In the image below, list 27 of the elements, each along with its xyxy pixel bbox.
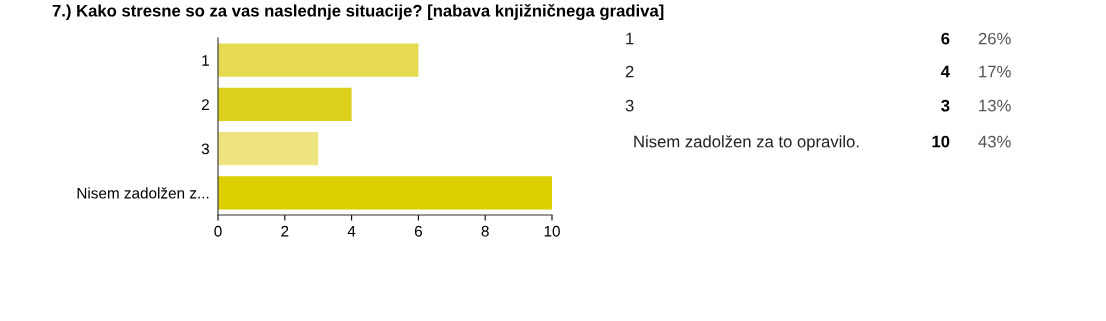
bar	[218, 43, 419, 77]
bar	[218, 132, 319, 166]
category-label: 3	[625, 99, 634, 112]
x-tick-label: 4	[347, 225, 356, 237]
y-tick-label: 3	[201, 143, 209, 155]
data-label: 13%	[979, 99, 1011, 112]
x-tick-label: 10	[544, 225, 560, 237]
data-label: 26%	[978, 32, 1011, 45]
data-label: 43%	[978, 135, 1011, 148]
data-label: 17%	[979, 65, 1011, 78]
category-label: Nisem zadolžen za to opravilo.	[634, 135, 859, 151]
text: 3	[941, 99, 950, 112]
category-label: 1	[626, 32, 634, 45]
y-tick-label: 2	[201, 99, 209, 110]
text: 4	[940, 65, 950, 78]
x-tick-label: 2	[281, 225, 289, 237]
chart-title: 7.) Kako stresne so za vas naslednje situacije? [nabava knjižničnega gradiva]	[52, 4, 664, 20]
category-label: 2	[625, 65, 634, 78]
x-tick-label: 8	[481, 225, 489, 237]
text: 10	[932, 135, 950, 148]
x-tick-label: 6	[414, 225, 422, 237]
y-tick-label: 1	[202, 55, 209, 66]
x-tick-label: 0	[214, 225, 222, 237]
bar	[218, 176, 552, 210]
bar	[218, 87, 352, 121]
text: 6	[941, 32, 950, 45]
y-tick-label: Nisem zadolžen z...	[77, 187, 209, 199]
